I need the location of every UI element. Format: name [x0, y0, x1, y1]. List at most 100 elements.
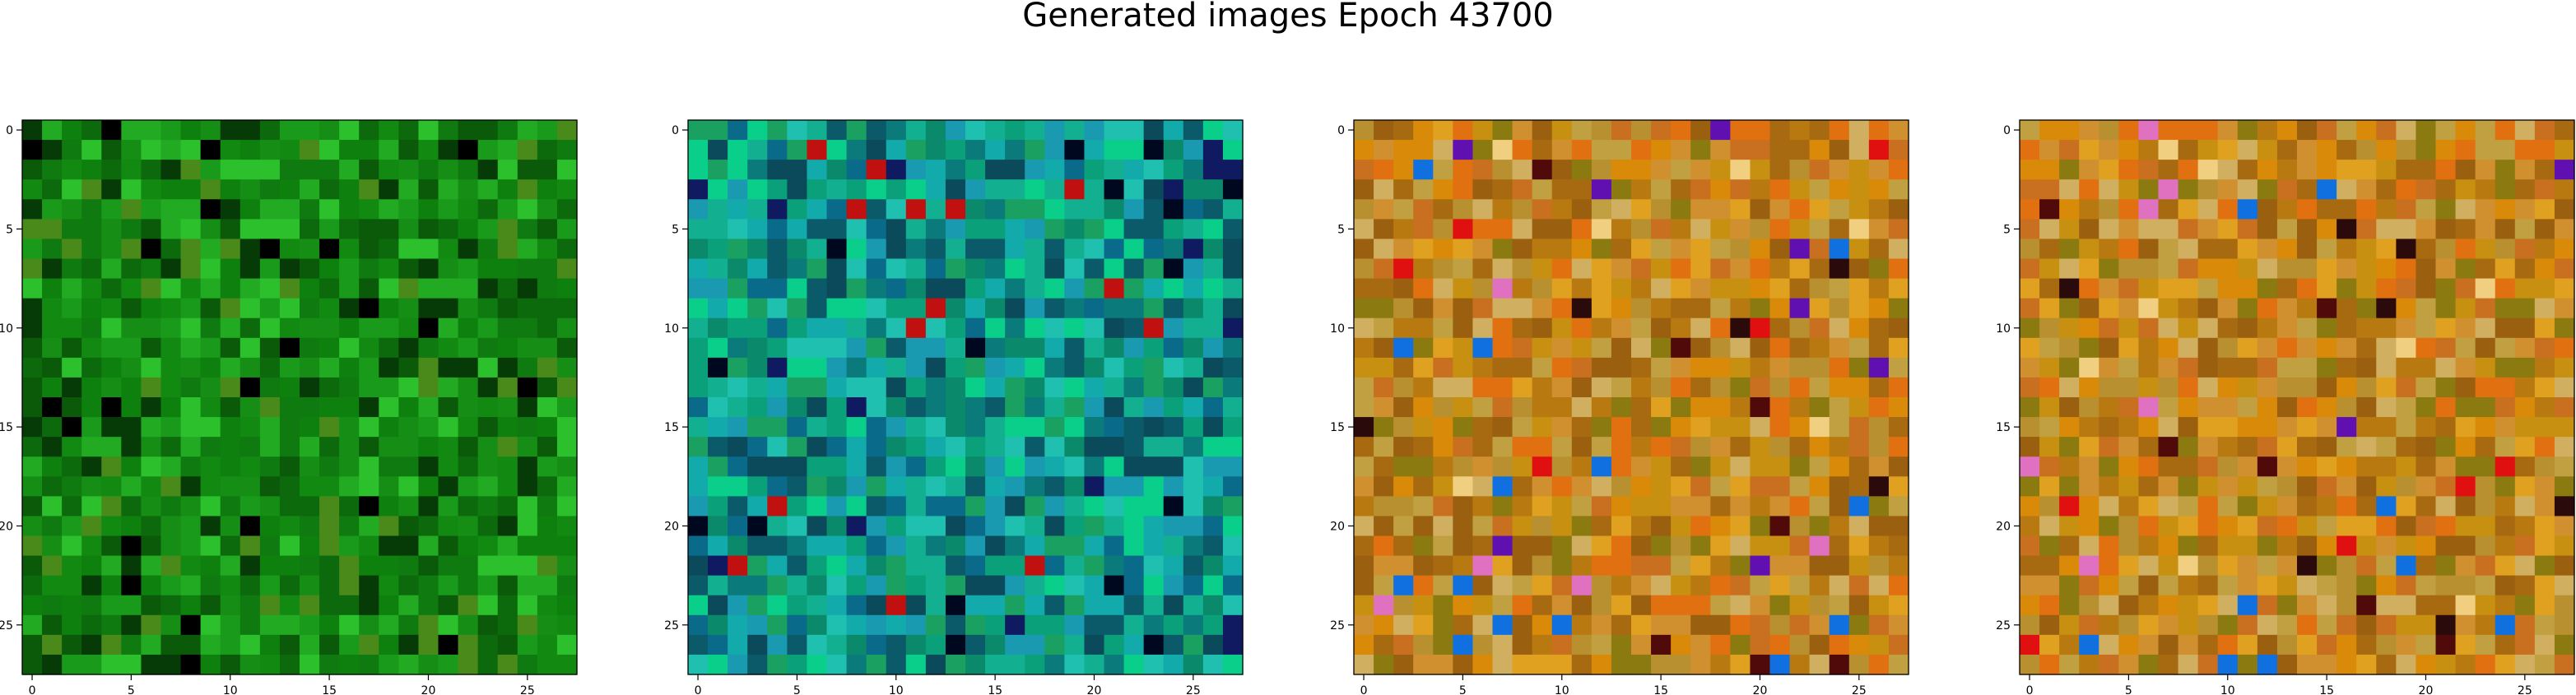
pixel-cell	[2059, 595, 2080, 616]
pixel-cell	[886, 120, 907, 141]
pixel-cell	[1769, 595, 1791, 616]
pixel-cell	[477, 239, 499, 260]
pixel-cell	[259, 437, 281, 457]
pixel-cell	[517, 199, 538, 220]
pixel-cell	[1789, 456, 1811, 477]
pixel-cell	[259, 160, 281, 180]
pixel-cell	[42, 417, 63, 438]
pixel-cell	[220, 357, 241, 378]
pixel-cell	[1064, 575, 1086, 596]
pixel-cell	[1492, 654, 1514, 675]
pixel-cell	[1104, 377, 1125, 398]
pixel-cell	[398, 417, 420, 438]
pixel-cell	[2276, 417, 2298, 438]
pixel-cell	[2534, 634, 2555, 656]
pixel-cell	[1651, 614, 1672, 636]
pixel-cell	[62, 278, 82, 299]
pixel-cell	[1611, 496, 1632, 517]
pixel-cell	[556, 397, 578, 418]
pixel-cell	[2337, 516, 2357, 537]
pixel-cell	[2337, 437, 2357, 457]
pixel-cell	[239, 160, 261, 180]
pixel-cell	[1591, 377, 1612, 398]
pixel-cell	[1888, 535, 1909, 557]
pixel-cell	[2020, 595, 2040, 616]
pixel-cell	[708, 575, 728, 596]
pixel-cell	[787, 120, 808, 141]
pixel-cell	[2020, 199, 2040, 220]
pixel-cell	[2297, 614, 2318, 636]
pixel-cell	[965, 179, 986, 200]
pixel-cell	[220, 219, 241, 240]
pixel-cell	[708, 120, 728, 141]
pixel-cell	[2554, 595, 2575, 616]
pixel-cell	[1453, 575, 1474, 596]
pixel-cell	[1393, 160, 1414, 180]
pixel-cell	[2217, 575, 2239, 596]
pixel-cell	[1183, 516, 1204, 537]
pixel-cell	[1671, 219, 1691, 240]
pixel-cell	[22, 417, 43, 438]
pixel-cell	[2158, 317, 2179, 339]
pixel-cell	[747, 595, 768, 616]
pixel-cell	[866, 516, 887, 537]
pixel-cell	[1809, 575, 1830, 596]
pixel-cell	[846, 199, 867, 220]
x-tick-label: 25	[1186, 684, 1201, 695]
pixel-cell	[1084, 437, 1105, 457]
pixel-cell	[1222, 317, 1244, 339]
pixel-cell	[1222, 496, 1244, 517]
pixel-cell	[300, 476, 320, 497]
pixel-cell	[1829, 516, 1850, 537]
pixel-cell	[1123, 120, 1145, 141]
pixel-cell	[2257, 397, 2278, 418]
pixel-cell	[537, 634, 558, 656]
pixel-cell	[398, 199, 420, 220]
pixel-cell	[728, 634, 748, 656]
pixel-cell	[1413, 437, 1434, 457]
pixel-cell	[826, 614, 848, 636]
pixel-cell	[1829, 654, 1850, 675]
pixel-cell	[2514, 614, 2536, 636]
x-tick-label: 10	[2220, 684, 2235, 695]
pixel-cell	[1393, 357, 1414, 378]
pixel-cell	[1005, 555, 1025, 577]
pixel-cell	[2356, 595, 2377, 616]
pixel-cell	[1413, 634, 1434, 656]
pixel-cell	[1651, 654, 1672, 675]
pixel-cell	[2020, 397, 2040, 418]
pixel-cell	[300, 516, 320, 537]
pixel-cell	[886, 199, 907, 220]
pixel-cell	[62, 317, 82, 339]
pixel-cell	[42, 575, 63, 596]
pixel-cell	[1044, 456, 1065, 477]
pixel-cell	[2079, 575, 2099, 596]
pixel-cell	[537, 614, 558, 636]
pixel-cell	[200, 654, 221, 675]
pixel-cell	[1354, 258, 1374, 280]
pixel-cell	[2138, 476, 2160, 497]
pixel-cell	[2396, 278, 2417, 299]
pixel-cell	[556, 496, 578, 517]
pixel-cell	[359, 575, 379, 596]
pixel-cell	[22, 219, 43, 240]
pixel-cell	[1532, 437, 1553, 457]
pixel-cell	[379, 160, 399, 180]
pixel-cell	[1829, 120, 1850, 141]
pixel-cell	[2317, 160, 2337, 180]
pixel-cell	[965, 357, 986, 378]
pixel-cell	[1710, 278, 1731, 299]
pixel-cell	[2197, 456, 2219, 477]
pixel-cell	[339, 555, 360, 577]
pixel-cell	[81, 634, 102, 656]
pixel-cell	[1393, 239, 1414, 260]
pixel-cell	[42, 654, 63, 675]
pixel-cell	[1769, 575, 1791, 596]
pixel-cell	[259, 219, 281, 240]
pixel-cell	[2297, 456, 2318, 477]
pixel-cell	[556, 357, 578, 378]
pixel-cell	[339, 575, 360, 596]
pixel-cell	[438, 456, 459, 477]
pixel-cell	[747, 120, 768, 141]
pixel-cell	[2158, 278, 2179, 299]
